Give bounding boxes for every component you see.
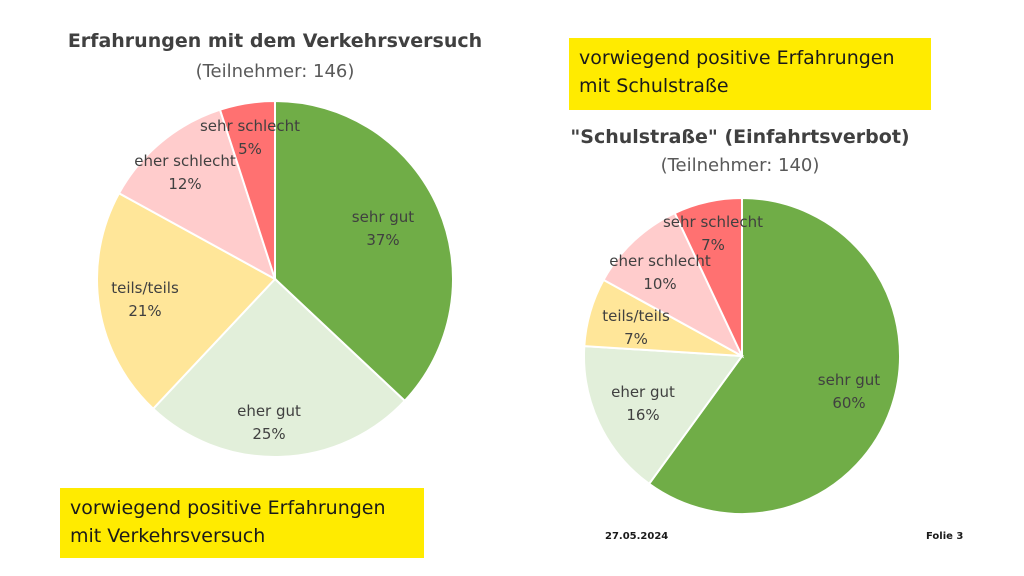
callout-left-line-1: vorwiegend positive Erfahrungen	[70, 497, 386, 519]
pie-slice-right-eher-gut	[583, 345, 744, 486]
callout-right: vorwiegend positive Erfahrungen mit Schu…	[569, 38, 931, 110]
callout-left: vorwiegend positive Erfahrungen mit Verk…	[60, 488, 424, 558]
slice-percent-left-teils-teils: 21%	[128, 302, 161, 320]
slice-label-left-sehr-schlecht: sehr schlecht	[200, 117, 300, 135]
chart-subtitle-right: (Teilnehmer: 140)	[660, 155, 820, 176]
slice-label-left-eher-schlecht: eher schlecht	[134, 152, 236, 170]
callout-right-line-1: vorwiegend positive Erfahrungen	[579, 47, 895, 69]
slice-percent-right-eher-schlecht: 10%	[643, 275, 676, 293]
slice-percent-right-sehr-gut: 60%	[832, 394, 865, 412]
slice-percent-left-eher-schlecht: 12%	[168, 175, 201, 193]
slice-percent-left-sehr-schlecht: 5%	[238, 140, 262, 158]
chart-title-right: "Schulstraße" (Einfahrtsverbot)	[570, 126, 910, 148]
chart-subtitle-left: (Teilnehmer: 146)	[195, 61, 355, 82]
slice-label-right-teils-teils: teils/teils	[602, 307, 670, 325]
pie-slice-left-eher-schlecht	[117, 108, 277, 282]
pie-slice-left-sehr-schlecht	[218, 99, 276, 280]
slice-percent-right-eher-gut: 16%	[626, 406, 659, 424]
slide-date: 27.05.2024	[605, 531, 669, 542]
slice-label-left-teils-teils: teils/teils	[111, 279, 179, 297]
slice-percent-right-sehr-schlecht: 7%	[701, 236, 725, 254]
chart-title-left: Erfahrungen mit dem Verkehrsversuch	[67, 30, 483, 52]
slice-label-left-sehr-gut: sehr gut	[352, 208, 415, 226]
slice-percent-right-teils-teils: 7%	[624, 330, 648, 348]
slice-label-left-eher-gut: eher gut	[237, 402, 301, 420]
slice-label-right-sehr-schlecht: sehr schlecht	[663, 213, 763, 231]
slice-percent-left-sehr-gut: 37%	[366, 231, 399, 249]
pie-slice-right-sehr-schlecht	[673, 196, 743, 357]
pie-slice-right-sehr-gut	[647, 196, 901, 515]
pie-slice-left-eher-gut	[151, 277, 407, 458]
callout-left-line-2: mit Verkehrsversuch	[70, 525, 266, 547]
pie-slice-right-eher-schlecht	[602, 211, 745, 359]
slice-label-right-eher-schlecht: eher schlecht	[609, 252, 711, 270]
pie-slice-left-teils-teils	[96, 191, 277, 411]
slice-label-right-sehr-gut: sehr gut	[818, 371, 881, 389]
callout-right-line-2: mit Schulstraße	[579, 75, 729, 97]
pie-slice-left-sehr-gut	[274, 99, 454, 403]
slice-label-right-eher-gut: eher gut	[611, 383, 675, 401]
slice-percent-left-eher-gut: 25%	[252, 425, 285, 443]
slide-number: Folie 3	[926, 531, 964, 542]
